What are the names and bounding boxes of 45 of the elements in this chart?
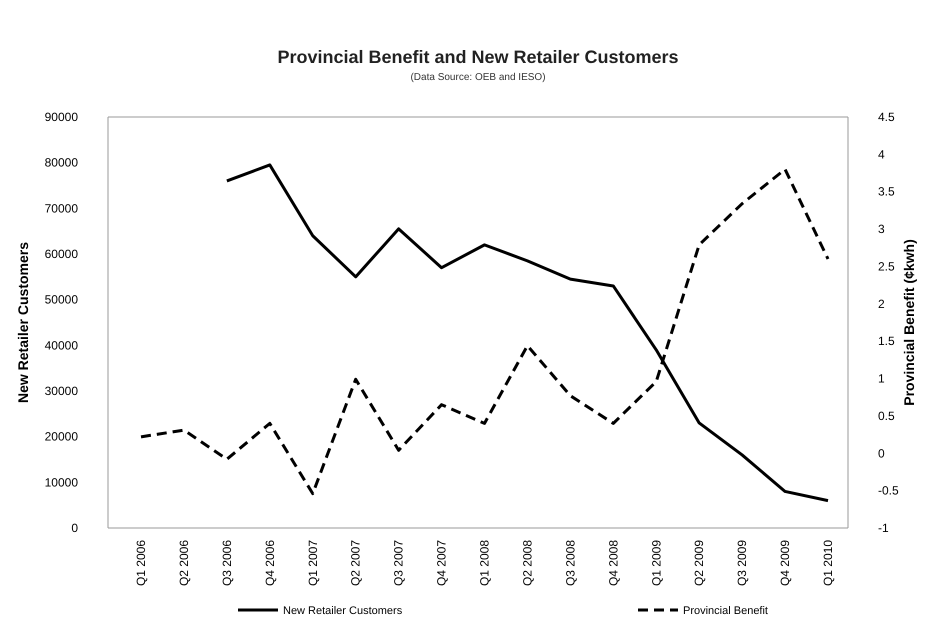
y2-axis-title: Provincial Benefit (¢kwh) bbox=[901, 239, 917, 406]
x-tick-label: Q2 2009 bbox=[692, 540, 706, 586]
x-tick-label: Q1 2009 bbox=[649, 540, 664, 586]
x-tick-label: Q3 2008 bbox=[563, 540, 578, 586]
y2-tick-label: 0.5 bbox=[878, 408, 896, 423]
x-tick-label: Q2 2008 bbox=[520, 540, 534, 586]
x-tick-label: Q3 2006 bbox=[220, 540, 234, 586]
y-tick-label: 40000 bbox=[44, 338, 78, 352]
y2-tick-label: 3 bbox=[878, 222, 885, 236]
x-tick-label: Q1 2006 bbox=[134, 540, 148, 586]
y2-tick-label: 2 bbox=[878, 296, 885, 311]
y-tick-label: 10000 bbox=[44, 475, 78, 490]
y-tick-label: 50000 bbox=[44, 292, 78, 307]
x-tick-label: Q1 2008 bbox=[478, 540, 492, 586]
y-tick-label: 80000 bbox=[44, 156, 78, 170]
x-tick-label: Q4 2006 bbox=[262, 540, 277, 586]
x-tick-label: Q1 2007 bbox=[306, 540, 320, 586]
y2-tick-label: -1 bbox=[878, 521, 889, 535]
y-tick-label: 0 bbox=[71, 521, 78, 535]
x-tick-label: Q4 2009 bbox=[778, 540, 792, 586]
x-tick-label: Q1 2010 bbox=[821, 540, 835, 586]
y-axis-title: New Retailer Customers bbox=[15, 242, 31, 404]
y-tick-label: 30000 bbox=[44, 384, 78, 398]
y-tick-label: 60000 bbox=[44, 247, 78, 261]
y2-tick-label: 0 bbox=[878, 446, 885, 460]
y2-tick-label: 4.5 bbox=[878, 110, 896, 124]
y2-tick-label: 1.5 bbox=[878, 334, 896, 348]
x-tick-label: Q4 2007 bbox=[434, 540, 449, 586]
y2-tick-label: -0.5 bbox=[878, 484, 900, 498]
legend-label: New Retailer Customers bbox=[283, 605, 403, 617]
x-tick-label: Q2 2006 bbox=[176, 540, 191, 586]
x-tick-label: Q3 2007 bbox=[392, 540, 406, 586]
y2-tick-label: 3.5 bbox=[878, 184, 896, 199]
x-tick-label: Q3 2009 bbox=[735, 540, 750, 586]
y2-tick-label: 1 bbox=[878, 372, 885, 386]
y-tick-label: 70000 bbox=[44, 201, 78, 216]
y2-tick-label: 4 bbox=[878, 147, 885, 162]
chart-title: Provincial Benefit and New Retailer Customers bbox=[277, 47, 679, 67]
x-tick-label: Q4 2008 bbox=[606, 540, 620, 586]
y-tick-label: 20000 bbox=[44, 430, 78, 444]
y2-tick-label: 2.5 bbox=[878, 259, 896, 274]
x-tick-label: Q2 2007 bbox=[348, 540, 363, 586]
chart-subtitle: (Data Source: OEB and IESO) bbox=[410, 72, 546, 83]
y-tick-label: 90000 bbox=[44, 110, 78, 124]
legend-label: Provincial Benefit bbox=[683, 605, 768, 617]
